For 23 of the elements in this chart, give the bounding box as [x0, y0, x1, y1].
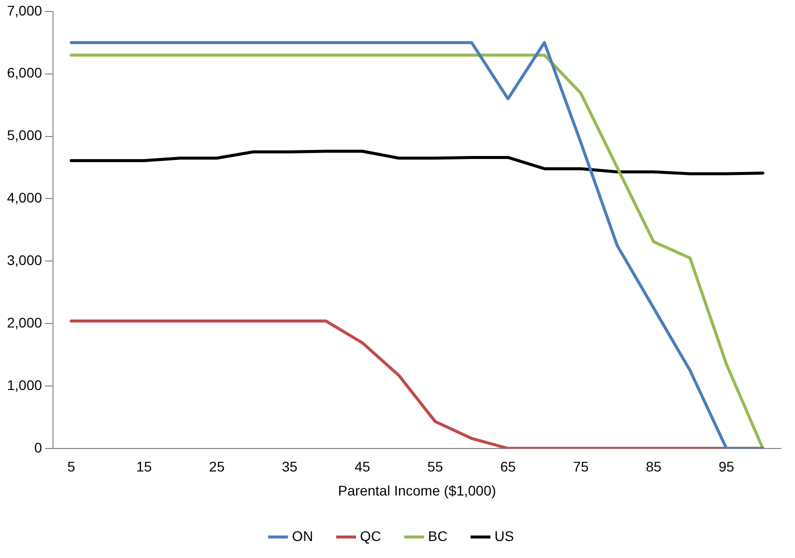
legend-label: ON: [292, 528, 314, 544]
y-tick-label: 0: [34, 439, 42, 456]
x-axis-title: Parental Income ($1,000): [338, 482, 496, 498]
x-tick-label: 55: [427, 458, 444, 475]
y-tick-label: 5,000: [6, 127, 42, 144]
y-tick-label: 2,000: [6, 314, 42, 330]
y-tick-label: 3,000: [6, 252, 42, 268]
legend-label: BC: [428, 528, 448, 544]
x-tick-label: 5: [67, 458, 76, 475]
x-tick-label: 85: [646, 458, 662, 475]
x-tick-label: 45: [354, 458, 370, 475]
x-tick-label: 65: [500, 458, 516, 475]
x-tick-label: 35: [282, 458, 298, 475]
legend-label: QC: [360, 528, 382, 544]
x-tick-label: 25: [209, 458, 225, 475]
x-tick-label: 95: [718, 458, 734, 475]
x-tick-label: 75: [573, 458, 589, 475]
y-tick-label: 6,000: [6, 64, 42, 81]
y-tick-label: 7,000: [6, 2, 42, 18]
y-tick-label: 1,000: [6, 376, 42, 393]
legend-label: US: [494, 528, 514, 544]
y-tick-label: 4,000: [6, 190, 42, 206]
x-tick-label: 15: [136, 458, 152, 475]
